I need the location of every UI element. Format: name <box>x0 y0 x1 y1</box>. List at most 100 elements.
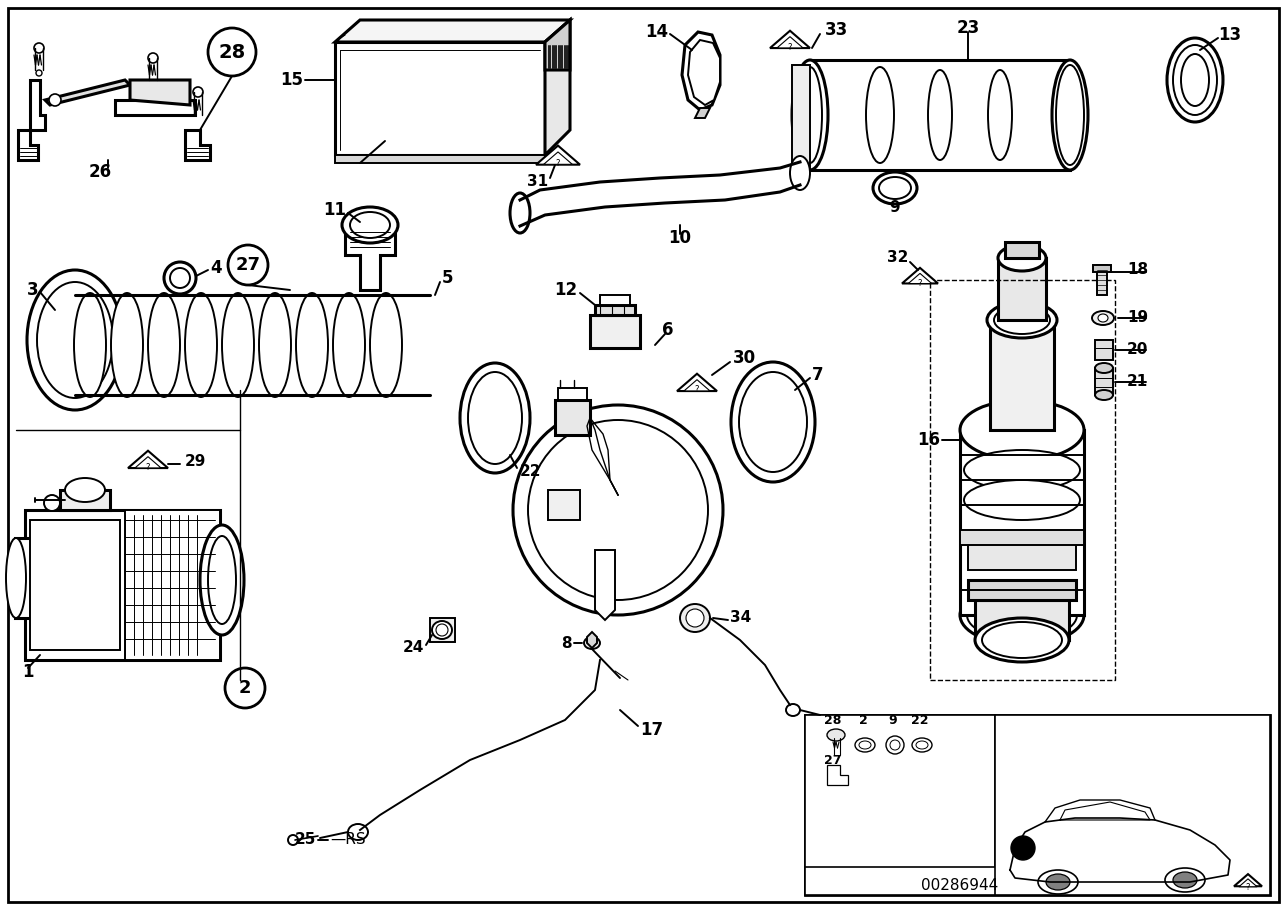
Ellipse shape <box>1172 872 1197 888</box>
Polygon shape <box>30 80 45 130</box>
Ellipse shape <box>432 621 452 639</box>
Ellipse shape <box>221 293 254 397</box>
Polygon shape <box>1239 879 1257 886</box>
Text: 29: 29 <box>185 454 206 470</box>
Bar <box>24 510 220 660</box>
Polygon shape <box>689 40 719 105</box>
Polygon shape <box>45 80 130 105</box>
Ellipse shape <box>185 293 218 397</box>
Polygon shape <box>1095 340 1113 360</box>
Circle shape <box>225 668 265 708</box>
Text: 19: 19 <box>1127 310 1148 326</box>
Ellipse shape <box>858 741 871 749</box>
Ellipse shape <box>928 70 952 160</box>
Polygon shape <box>543 152 573 165</box>
Ellipse shape <box>528 420 708 600</box>
Ellipse shape <box>964 480 1080 520</box>
Text: 11: 11 <box>323 201 346 219</box>
Ellipse shape <box>342 207 398 243</box>
Ellipse shape <box>436 624 448 636</box>
Text: 20: 20 <box>1126 342 1148 358</box>
Text: 27: 27 <box>236 256 260 274</box>
Text: ?: ? <box>145 462 151 471</box>
Bar <box>804 867 1185 895</box>
Ellipse shape <box>982 622 1062 658</box>
Ellipse shape <box>1167 38 1223 122</box>
Polygon shape <box>548 490 580 520</box>
Text: 5: 5 <box>441 269 453 287</box>
Text: 2: 2 <box>858 713 867 726</box>
Circle shape <box>49 94 60 106</box>
Text: 31: 31 <box>526 175 548 189</box>
Text: 34: 34 <box>730 611 752 625</box>
Circle shape <box>36 70 42 76</box>
Ellipse shape <box>6 538 26 618</box>
Text: 9: 9 <box>889 713 897 726</box>
Ellipse shape <box>510 193 530 233</box>
Polygon shape <box>792 65 810 168</box>
Ellipse shape <box>792 60 828 170</box>
Ellipse shape <box>680 604 710 632</box>
Polygon shape <box>990 320 1054 430</box>
Polygon shape <box>695 108 710 118</box>
Circle shape <box>33 43 44 53</box>
Text: 14: 14 <box>645 23 668 41</box>
Ellipse shape <box>1095 363 1113 373</box>
Text: 16: 16 <box>918 431 940 449</box>
Ellipse shape <box>73 293 106 397</box>
Polygon shape <box>127 450 169 468</box>
Ellipse shape <box>1057 65 1084 165</box>
Ellipse shape <box>296 293 328 397</box>
Text: 30: 30 <box>734 349 757 367</box>
Ellipse shape <box>333 293 366 397</box>
Ellipse shape <box>964 450 1080 490</box>
Text: —RS: —RS <box>329 833 366 847</box>
Ellipse shape <box>885 736 903 754</box>
Ellipse shape <box>1091 311 1115 325</box>
Polygon shape <box>1093 265 1111 272</box>
Polygon shape <box>968 540 1076 570</box>
Text: 12: 12 <box>553 281 577 299</box>
Ellipse shape <box>27 270 124 410</box>
Polygon shape <box>909 273 932 284</box>
Ellipse shape <box>468 372 523 464</box>
Bar <box>335 155 544 163</box>
Text: 18: 18 <box>1127 262 1148 278</box>
Polygon shape <box>335 42 544 155</box>
Ellipse shape <box>37 282 113 398</box>
Ellipse shape <box>584 637 600 649</box>
Ellipse shape <box>514 405 723 615</box>
Text: 8: 8 <box>561 635 571 651</box>
Polygon shape <box>677 374 717 391</box>
Ellipse shape <box>967 590 1077 640</box>
Polygon shape <box>1097 265 1107 295</box>
Bar <box>15 538 40 618</box>
Ellipse shape <box>1039 870 1079 894</box>
Ellipse shape <box>66 478 106 502</box>
Polygon shape <box>559 388 587 400</box>
Ellipse shape <box>790 156 810 190</box>
Polygon shape <box>345 225 395 290</box>
Polygon shape <box>60 490 109 510</box>
Text: 3: 3 <box>26 281 39 299</box>
Ellipse shape <box>997 245 1046 271</box>
Polygon shape <box>589 315 640 348</box>
Text: 9: 9 <box>889 200 901 216</box>
Text: 00286944: 00286944 <box>921 877 999 893</box>
Ellipse shape <box>916 741 928 749</box>
Polygon shape <box>902 268 938 283</box>
Ellipse shape <box>855 738 875 752</box>
Ellipse shape <box>288 835 299 845</box>
Polygon shape <box>115 100 196 115</box>
Circle shape <box>170 268 190 288</box>
Text: 2: 2 <box>239 679 251 697</box>
Ellipse shape <box>1046 874 1069 890</box>
Polygon shape <box>976 600 1069 640</box>
Polygon shape <box>544 20 570 155</box>
Ellipse shape <box>1172 45 1218 115</box>
Circle shape <box>208 28 256 76</box>
Ellipse shape <box>912 738 932 752</box>
Bar <box>804 715 995 895</box>
Ellipse shape <box>866 67 894 163</box>
Bar <box>125 510 220 660</box>
